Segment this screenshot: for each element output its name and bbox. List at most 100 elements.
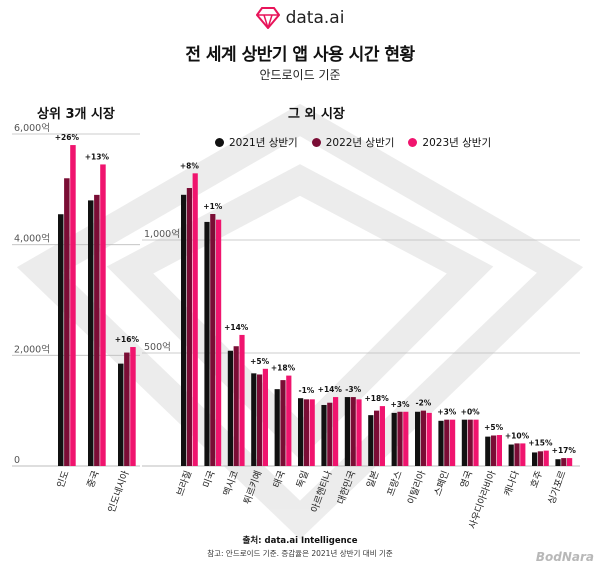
others-bar (391, 412, 397, 466)
top3-ytick-label: 4,000억 (14, 233, 50, 245)
others-bar (233, 346, 239, 466)
others-bar (461, 419, 467, 466)
others-category-label: 프랑스 (385, 469, 405, 498)
others-bar (327, 402, 333, 466)
others-bar (309, 399, 315, 466)
others-category-label: 미국 (201, 469, 217, 489)
others-category-label: 멕시코 (222, 469, 241, 498)
others-bar (350, 397, 356, 466)
legend: 2021년 상반기 2022년 상반기 2023년 상반기 (215, 135, 491, 150)
others-bar (181, 194, 187, 467)
source-note: 출처: data.ai Intelligence (242, 536, 358, 546)
others-ytick-label: 500억 (144, 341, 171, 353)
others-change-label: +8% (180, 161, 200, 170)
others-ytick-label: 1,000억 (144, 228, 180, 240)
others-bar (420, 410, 426, 466)
others-bar (204, 221, 210, 466)
others-category-label: 이탈리아 (405, 469, 428, 506)
others-change-label: +18% (271, 364, 296, 373)
top3-bar (94, 194, 100, 466)
others-bar (496, 435, 502, 466)
top3-ytick-label: 6,000억 (14, 122, 50, 134)
others-bar (274, 389, 280, 466)
legend-item-2023: 2023년 상반기 (408, 135, 491, 150)
others-change-label: +0% (461, 408, 481, 417)
others-change-label: +3% (437, 408, 457, 417)
top3-bar (130, 347, 136, 466)
top3-bar (124, 352, 130, 466)
others-bar (186, 188, 192, 466)
others-change-label: +5% (484, 423, 504, 432)
others-bar (561, 458, 567, 466)
diamond-logo-icon (255, 7, 280, 29)
panel-title-top3: 상위 3개 시장 (37, 107, 115, 122)
others-change-label: -3% (345, 385, 361, 394)
others-change-label: +14% (318, 385, 343, 394)
others-bar (227, 350, 233, 466)
top3-bar (64, 178, 70, 466)
others-bar (514, 443, 520, 466)
others-category-label: 브라질 (174, 469, 194, 498)
others-bar (397, 411, 403, 466)
top3-change-label: +16% (115, 335, 140, 344)
others-bar (303, 399, 309, 466)
others-bar (298, 398, 304, 466)
legend-label-2023: 2023년 상반기 (422, 137, 492, 149)
top3-bar (88, 200, 94, 466)
others-bar (192, 173, 198, 466)
top3-ytick-label: 0 (14, 455, 20, 466)
others-bar (239, 334, 245, 466)
others-bar (426, 412, 432, 466)
legend-item-2021: 2021년 상반기 (215, 135, 298, 150)
others-bar (216, 219, 222, 466)
brand-name: data.ai (285, 8, 345, 28)
top3-bar (118, 363, 124, 466)
footnote: 참고: 안드로이드 기준. 증감율은 2021년 상반기 대비 기준 (207, 549, 393, 558)
top3-category-label: 중국 (85, 469, 101, 489)
others-bar (379, 406, 385, 466)
others-change-label: +14% (224, 323, 249, 332)
others-bar (537, 451, 543, 466)
top3-change-label: +13% (85, 152, 110, 161)
legend-label-2021: 2021년 상반기 (229, 137, 298, 149)
others-bar (280, 380, 286, 466)
others-change-label: +1% (203, 202, 223, 211)
legend-item-2022: 2022년 상반기 (311, 135, 394, 150)
top3-category-label: 인도 (55, 469, 71, 489)
page-subtitle: 안드로이드 기준 (259, 68, 341, 82)
others-change-label: +15% (528, 439, 553, 448)
others-bar (286, 375, 292, 466)
others-bar (356, 399, 362, 466)
others-bar (321, 404, 327, 466)
others-change-label: +10% (505, 431, 530, 440)
others-category-label: 태국 (272, 469, 288, 489)
others-bar (344, 397, 350, 466)
others-category-label: 스페인 (432, 469, 451, 497)
others-bar (543, 450, 549, 466)
others-bar (257, 374, 263, 466)
top3-change-label: +26% (55, 133, 80, 142)
legend-dot-2021 (215, 138, 224, 147)
others-bar (532, 452, 538, 466)
others-bar (508, 444, 514, 466)
top3-bar (100, 164, 106, 466)
top3-bar (70, 145, 76, 467)
top3-bar (58, 214, 64, 466)
top3-category-label: 인도네시아 (106, 469, 131, 514)
others-bar (210, 214, 216, 466)
others-bar (333, 397, 339, 466)
others-bar (403, 411, 409, 466)
others-bar (251, 373, 257, 466)
page-title: 전 세계 상반기 앱 사용 시간 현황 (185, 45, 415, 65)
others-bar (450, 419, 456, 466)
top3-ytick-label: 2,000억 (14, 343, 50, 355)
others-change-label: +18% (364, 394, 389, 403)
others-bar (555, 459, 561, 466)
others-bar (262, 368, 268, 466)
others-category-label: 캐나다 (503, 469, 522, 498)
legend-dot-2023 (408, 138, 418, 147)
others-bar (438, 420, 444, 466)
others-change-label: +3% (390, 400, 410, 409)
